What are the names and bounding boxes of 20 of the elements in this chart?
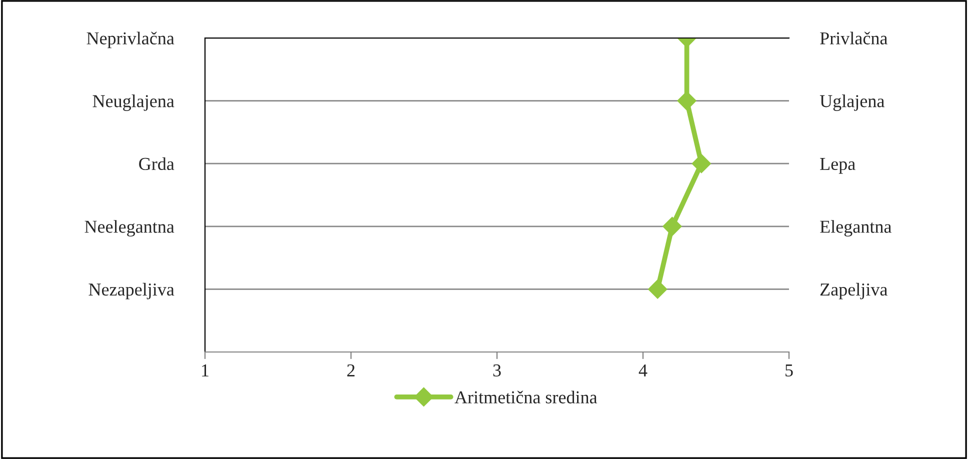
y-tick-label: Neuglajena xyxy=(92,94,174,111)
y2-tick-label: Privlačna xyxy=(820,32,888,44)
x-tick-label: 2 xyxy=(347,364,355,376)
y2-tick-label: Elegantna xyxy=(820,220,892,237)
x-tick-label: 4 xyxy=(638,364,648,376)
y-tick-label: Neelegantna xyxy=(84,220,174,237)
point xyxy=(648,280,668,299)
point xyxy=(677,91,696,110)
y2-tick-label: Zapeljiva xyxy=(820,282,888,300)
x-tick-label: 1 xyxy=(202,364,208,376)
legend-label: Aritmetična sredina xyxy=(454,390,598,404)
y-tick-label: Neprivlačna xyxy=(86,32,174,48)
x-tick-label: 5 xyxy=(786,364,793,377)
point xyxy=(692,154,711,174)
y2-tick-label: Uglajena xyxy=(820,94,884,111)
y-tick-label: Nezapeljiva xyxy=(88,282,174,300)
point xyxy=(662,216,682,236)
y-tick-label: Grda xyxy=(139,157,174,170)
x-tick-label: 3 xyxy=(493,364,501,377)
y2-tick-label: Lepa xyxy=(820,158,856,174)
